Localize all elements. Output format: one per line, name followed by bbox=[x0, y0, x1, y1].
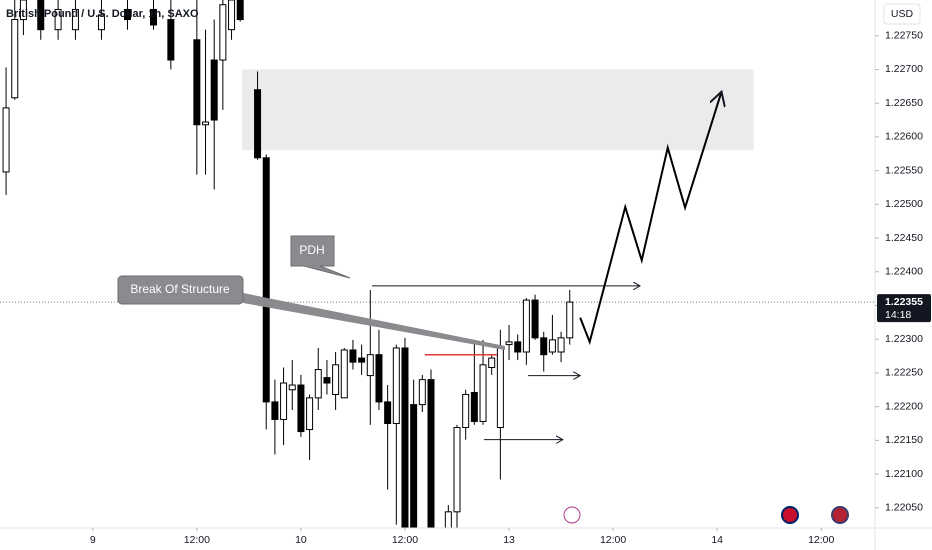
countdown: 14:18 bbox=[885, 309, 911, 321]
x-tick-label: 12:00 bbox=[184, 534, 210, 546]
annotation: Break Of Structure bbox=[130, 282, 230, 296]
candle-body bbox=[236, 0, 244, 21]
currency: USD bbox=[891, 8, 914, 20]
candle-body bbox=[522, 299, 530, 353]
y-tick-label: 1.22500 bbox=[885, 198, 923, 210]
candle-body bbox=[496, 347, 504, 429]
candle-body bbox=[149, 8, 157, 26]
candle-body bbox=[210, 59, 218, 121]
bos-pointer bbox=[243, 293, 505, 350]
candle-body bbox=[37, 0, 45, 31]
candle-body bbox=[349, 349, 357, 363]
candle-body bbox=[97, 14, 105, 31]
candle-body bbox=[11, 19, 19, 99]
candle-body bbox=[254, 89, 262, 159]
y-tick-label: 1.22200 bbox=[885, 400, 923, 412]
candle-body bbox=[548, 339, 556, 353]
candle-body bbox=[470, 391, 478, 422]
candle-body bbox=[271, 401, 279, 420]
candle-body bbox=[557, 337, 565, 353]
candle-body bbox=[410, 404, 418, 528]
candle-body bbox=[262, 157, 270, 403]
candle-body bbox=[427, 379, 435, 528]
projection-path bbox=[579, 92, 721, 346]
candle-body bbox=[384, 401, 392, 424]
candle-body bbox=[401, 347, 409, 528]
event-icon[interactable] bbox=[831, 506, 849, 524]
y-tick-label: 1.22250 bbox=[885, 367, 923, 379]
candle-body bbox=[479, 364, 487, 422]
y-tick-label: 1.22300 bbox=[885, 333, 923, 345]
candle-body bbox=[453, 427, 461, 513]
candle-body bbox=[71, 8, 79, 31]
y-tick-label: 1.22100 bbox=[885, 468, 923, 480]
candle-body bbox=[123, 8, 131, 21]
plot-area bbox=[0, 0, 875, 528]
currency-box[interactable] bbox=[883, 3, 921, 25]
candle-body bbox=[462, 393, 470, 429]
y-tick-label: 1.22750 bbox=[885, 30, 923, 42]
annotation: PDH bbox=[299, 243, 324, 257]
candle-body bbox=[323, 377, 331, 384]
y-tick-label: 1.22600 bbox=[885, 131, 923, 143]
candle-body bbox=[566, 301, 574, 339]
x-tick-label: 12:00 bbox=[392, 534, 418, 546]
y-tick-label: 1.22050 bbox=[885, 502, 923, 514]
event-icon[interactable] bbox=[563, 506, 581, 524]
candle-body bbox=[505, 341, 513, 346]
x-tick-label: 9 bbox=[90, 534, 96, 546]
last-price-box bbox=[877, 294, 931, 323]
candle-body bbox=[19, 0, 27, 21]
pdh-callout bbox=[290, 235, 351, 279]
y-tick-label: 1.22450 bbox=[885, 232, 923, 244]
candle-body bbox=[297, 384, 305, 433]
candle-body bbox=[488, 357, 496, 369]
candle-body bbox=[358, 357, 366, 363]
candle-body bbox=[332, 364, 340, 395]
candle-body bbox=[531, 299, 539, 339]
candle-body bbox=[392, 347, 400, 424]
x-tick-label: 10 bbox=[295, 534, 307, 546]
chart-title: British Pound / U.S. Dollar, 1h, SAXO bbox=[6, 8, 199, 20]
candle-body bbox=[366, 354, 374, 377]
y-tick-label: 1.22650 bbox=[885, 97, 923, 109]
candle-body bbox=[340, 349, 348, 399]
candle-body bbox=[193, 39, 201, 126]
candle-body bbox=[375, 354, 383, 403]
y-tick-label: 1.22400 bbox=[885, 266, 923, 278]
candle-body bbox=[280, 382, 288, 420]
x-tick-label: 13 bbox=[503, 534, 515, 546]
y-tick-label: 1.22550 bbox=[885, 164, 923, 176]
x-tick-label: 14 bbox=[711, 534, 723, 546]
candle-body bbox=[444, 511, 452, 528]
event-icon[interactable] bbox=[781, 506, 799, 524]
candle-body bbox=[167, 19, 175, 61]
y-tick-label: 1.22150 bbox=[885, 434, 923, 446]
last-price-label: 1.22355 bbox=[885, 296, 923, 308]
candle-body bbox=[2, 107, 10, 173]
candle-body bbox=[306, 397, 314, 431]
y-tick-label: 1.22700 bbox=[885, 63, 923, 75]
candle-body bbox=[219, 4, 227, 61]
candle-body bbox=[228, 0, 236, 31]
bos-callout bbox=[117, 275, 244, 305]
zone bbox=[241, 69, 754, 151]
candle-body bbox=[418, 379, 426, 406]
candle-body bbox=[202, 121, 210, 126]
candle-body bbox=[54, 8, 62, 31]
candle-body bbox=[540, 337, 548, 356]
candle-body bbox=[314, 369, 322, 399]
candle-body bbox=[288, 384, 296, 391]
candle-body bbox=[514, 341, 522, 353]
x-tick-label: 12:00 bbox=[600, 534, 626, 546]
x-tick-label: 12:00 bbox=[808, 534, 834, 546]
